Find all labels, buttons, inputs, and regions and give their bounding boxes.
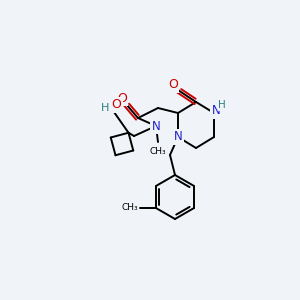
Text: N: N bbox=[174, 130, 182, 143]
Text: H: H bbox=[101, 103, 110, 113]
Text: O: O bbox=[117, 92, 127, 104]
Text: N: N bbox=[212, 104, 220, 118]
Text: CH₃: CH₃ bbox=[150, 147, 166, 156]
Text: O: O bbox=[112, 98, 122, 111]
Text: H: H bbox=[218, 100, 226, 110]
Text: O: O bbox=[168, 79, 178, 92]
Text: N: N bbox=[152, 119, 160, 133]
Text: CH₃: CH₃ bbox=[121, 203, 138, 212]
